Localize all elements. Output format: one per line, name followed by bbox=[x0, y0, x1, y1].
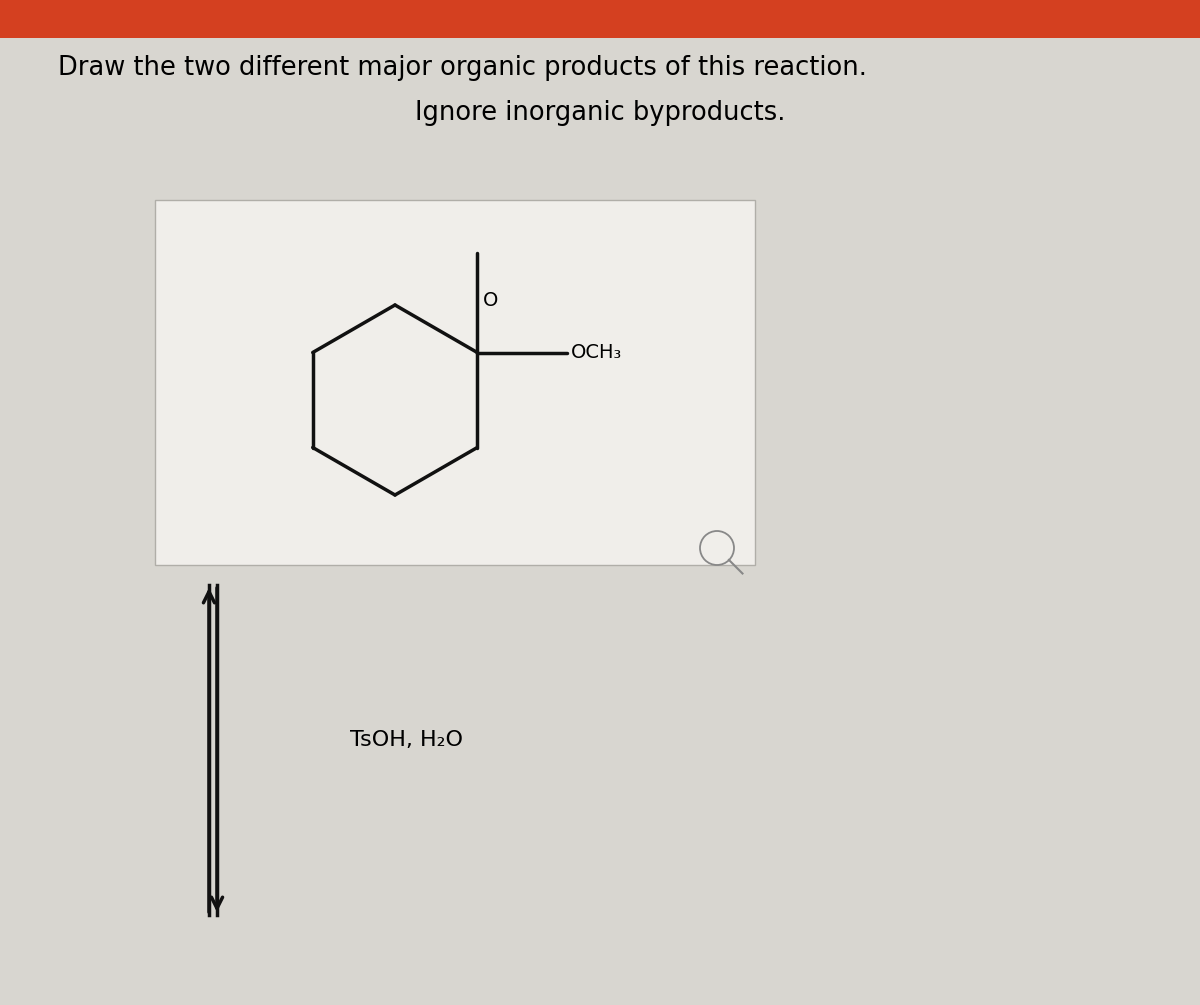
Text: Draw the two different major organic products of this reaction.: Draw the two different major organic pro… bbox=[58, 55, 866, 81]
Bar bbox=[0, 0, 1200, 38]
Text: O: O bbox=[484, 291, 499, 310]
Text: TsOH, H₂O: TsOH, H₂O bbox=[350, 730, 463, 750]
Bar bbox=[155, 200, 755, 565]
Text: OCH₃: OCH₃ bbox=[571, 343, 623, 362]
Text: Ignore inorganic byproducts.: Ignore inorganic byproducts. bbox=[415, 100, 785, 126]
